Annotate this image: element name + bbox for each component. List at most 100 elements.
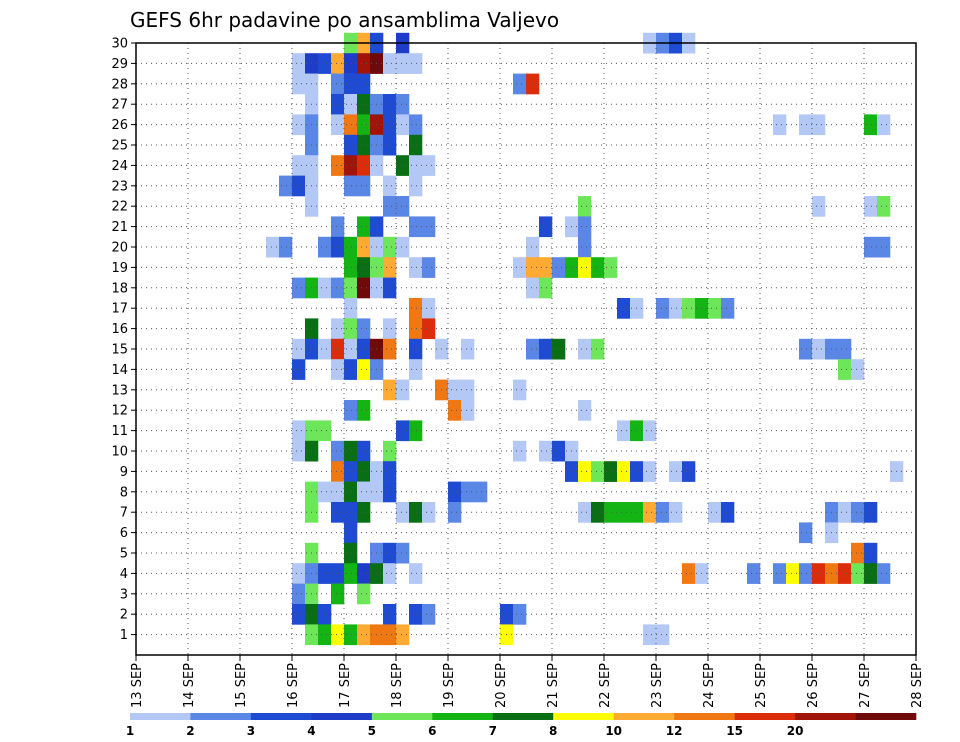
heatmap-cell (357, 73, 371, 95)
legend-label: 10 (605, 724, 622, 738)
heatmap-cell (448, 400, 462, 421)
heatmap-cell (578, 400, 592, 421)
x-tick-label: 21 SEP (546, 663, 561, 708)
heatmap-cell (344, 257, 358, 278)
legend-label: 15 (726, 724, 743, 738)
heatmap-cell (409, 338, 423, 360)
heatmap-cell (344, 624, 358, 646)
heatmap-cell (409, 175, 423, 197)
heatmap-cell (318, 236, 332, 258)
y-tick-label: 24 (111, 159, 128, 174)
heatmap-cell (396, 502, 410, 523)
heatmap-cell (292, 563, 306, 584)
legend-label: 6 (428, 724, 436, 738)
y-tick-label: 3 (120, 587, 128, 602)
y-tick-label: 6 (120, 526, 128, 541)
heatmap-cell (851, 359, 865, 380)
heatmap-cell (318, 53, 332, 74)
heatmap-cell (331, 461, 345, 482)
heatmap-cell (578, 216, 592, 238)
heatmap-cell (864, 563, 878, 584)
heatmap-cell (383, 624, 397, 646)
heatmap-cell (877, 196, 891, 217)
heatmap-cell (526, 73, 540, 95)
heatmap-cell (851, 502, 865, 523)
heatmap-cell (864, 196, 878, 217)
heatmap-cell (344, 440, 358, 462)
legend-label: 2 (186, 724, 194, 738)
heatmap-cell (617, 420, 631, 442)
heatmap-cell (682, 563, 696, 584)
heatmap-cell (292, 53, 306, 74)
y-tick-label: 12 (111, 404, 128, 419)
heatmap-cell (396, 196, 410, 217)
heatmap-cell (357, 236, 371, 258)
heatmap-cell (578, 502, 592, 523)
heatmap-cell (539, 277, 553, 299)
y-tick-label: 15 (111, 343, 128, 358)
heatmap-cell (357, 359, 371, 380)
heatmap-cell (578, 338, 592, 360)
y-tick-label: 21 (111, 220, 128, 235)
heatmap-cell (396, 114, 410, 136)
heatmap-cell (409, 318, 423, 340)
heatmap-cell (383, 257, 397, 278)
legend-swatch (190, 713, 252, 720)
heatmap-cell (617, 298, 631, 319)
heatmap-cell (396, 379, 410, 401)
legend-swatch (674, 713, 735, 720)
heatmap-cell (552, 257, 566, 278)
heatmap-cell (578, 196, 592, 217)
heatmap-cell (409, 359, 423, 380)
heatmap-cell (331, 318, 345, 340)
heatmap-cell (292, 359, 306, 380)
heatmap-cell (786, 563, 800, 584)
x-tick-label: 17 SEP (338, 663, 353, 708)
heatmap-cell (331, 216, 345, 238)
heatmap-cell (591, 257, 605, 278)
y-tick-label: 7 (120, 506, 128, 521)
heatmap-cell (409, 420, 423, 442)
heatmap-cell (422, 318, 436, 340)
legend-swatch (855, 713, 917, 720)
heatmap-cell (344, 502, 358, 523)
heatmap-cell (461, 338, 475, 360)
heatmap-cell (344, 359, 358, 380)
heatmap-cell (409, 604, 423, 625)
heatmap-cell (318, 420, 332, 442)
heatmap-cell (383, 542, 397, 564)
heatmap-cell (604, 461, 618, 482)
heatmap-cell (617, 461, 631, 482)
x-tick-label: 28 SEP (910, 663, 925, 708)
heatmap-cell (513, 257, 527, 278)
heatmap-cell (331, 277, 345, 299)
x-tick-label: 22 SEP (598, 663, 613, 708)
heatmap-cell (318, 277, 332, 299)
heatmap-cell (344, 175, 358, 197)
heatmap-cell (331, 236, 345, 258)
heatmap-cell (539, 257, 553, 278)
heatmap-cell (331, 359, 345, 380)
heatmap-cell (292, 114, 306, 136)
heatmap-cell (344, 277, 358, 299)
heatmap-cell (877, 563, 891, 584)
x-tick-label: 15 SEP (234, 663, 249, 708)
heatmap-cell (292, 175, 306, 197)
heatmap-cell (357, 318, 371, 340)
heatmap-cell (409, 563, 423, 584)
x-tick-label: 14 SEP (182, 663, 197, 708)
heatmap-cell (461, 481, 475, 503)
heatmap-cell (643, 420, 657, 442)
heatmap-cell (357, 502, 371, 523)
heatmap-cell (812, 196, 826, 217)
heatmap-cell (656, 624, 670, 646)
heatmap-cell (513, 440, 527, 462)
heatmap-cell (851, 563, 865, 584)
heatmap-cell (383, 175, 397, 197)
heatmap-cell (279, 175, 293, 197)
heatmap-cell (552, 440, 566, 462)
heatmap-cell (344, 542, 358, 564)
heatmap-cell (526, 236, 540, 258)
heatmap-cell (357, 94, 371, 115)
y-tick-label: 5 (120, 547, 128, 562)
